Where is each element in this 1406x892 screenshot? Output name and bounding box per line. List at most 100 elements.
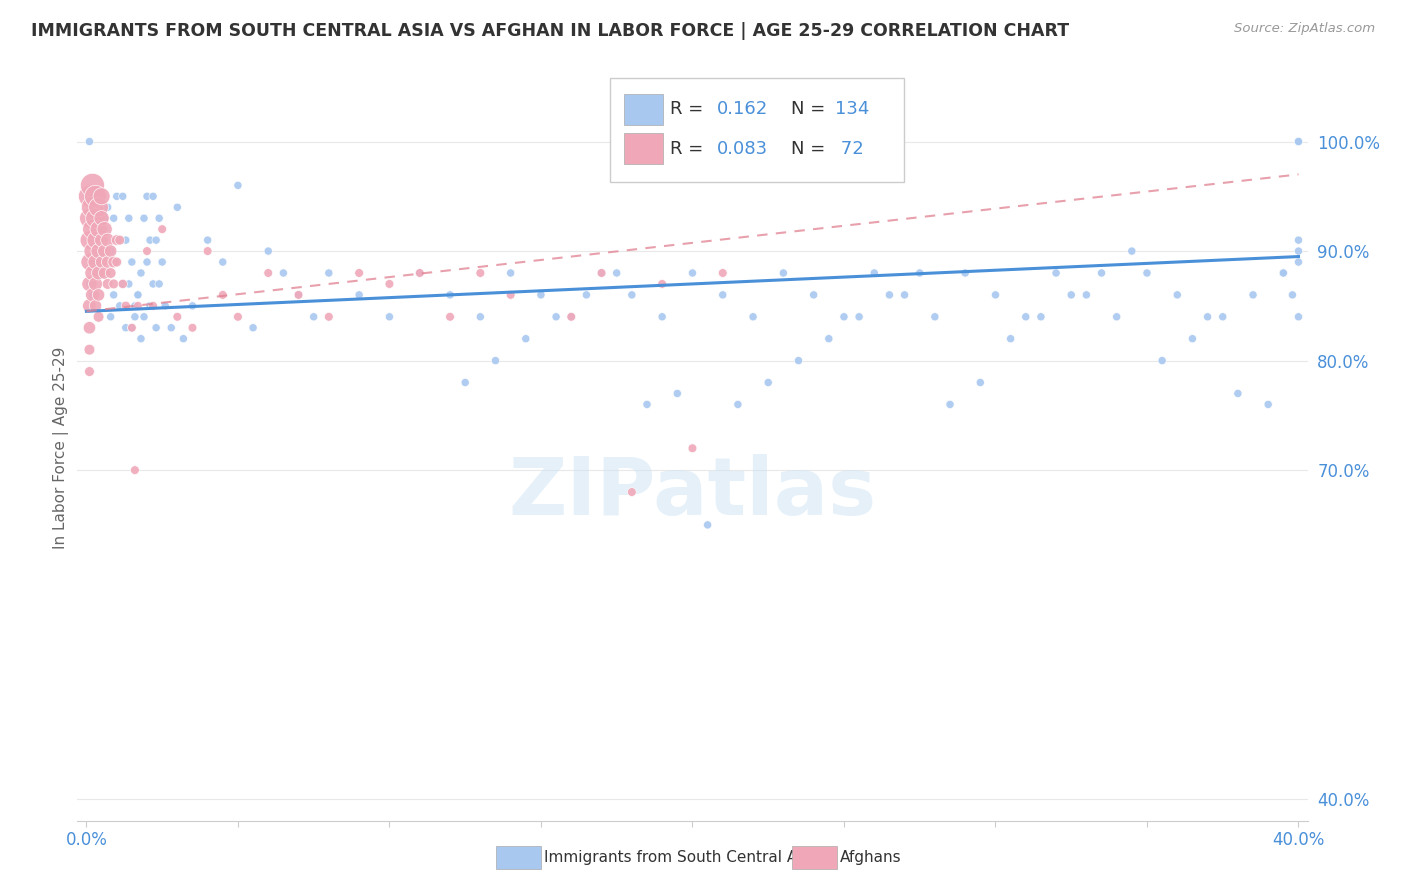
Point — [139, 233, 162, 247]
Point — [1060, 288, 1083, 302]
Point — [114, 299, 136, 313]
Point — [257, 266, 280, 280]
Point — [150, 222, 173, 236]
Point — [105, 255, 128, 269]
Point — [90, 211, 112, 226]
Text: N =: N = — [792, 140, 831, 158]
Point — [1226, 386, 1249, 401]
Point — [84, 233, 107, 247]
Point — [172, 332, 194, 346]
Point — [79, 135, 101, 149]
Point — [129, 332, 152, 346]
Point — [924, 310, 946, 324]
Point — [90, 255, 112, 269]
Point — [82, 189, 104, 203]
Point — [136, 255, 159, 269]
Point — [145, 320, 167, 334]
Point — [121, 320, 143, 334]
Point — [103, 288, 125, 302]
Point — [651, 277, 673, 291]
Point — [803, 288, 825, 302]
Point — [378, 277, 401, 291]
Text: IMMIGRANTS FROM SOUTH CENTRAL ASIA VS AFGHAN IN LABOR FORCE | AGE 25-29 CORRELAT: IMMIGRANTS FROM SOUTH CENTRAL ASIA VS AF… — [31, 22, 1069, 40]
Text: ZIPatlas: ZIPatlas — [509, 454, 876, 532]
Point — [118, 211, 141, 226]
Point — [1197, 310, 1219, 324]
Point — [1121, 244, 1143, 258]
Point — [1136, 266, 1159, 280]
Point — [87, 200, 110, 214]
Point — [108, 299, 131, 313]
Point — [242, 320, 264, 334]
Point — [127, 299, 149, 313]
Point — [727, 397, 749, 411]
Point — [82, 266, 104, 280]
Point — [1105, 310, 1128, 324]
Point — [100, 310, 122, 324]
FancyBboxPatch shape — [610, 78, 904, 182]
Text: 0.162: 0.162 — [717, 100, 768, 119]
Point — [79, 211, 101, 226]
Point — [287, 288, 309, 302]
Text: 0.083: 0.083 — [717, 140, 768, 158]
Point — [470, 310, 492, 324]
Point — [347, 288, 370, 302]
Point — [82, 288, 104, 302]
Point — [79, 320, 101, 334]
Point — [114, 320, 136, 334]
Point — [121, 320, 143, 334]
Point — [756, 376, 779, 390]
Point — [620, 288, 643, 302]
Point — [409, 266, 432, 280]
Point — [111, 277, 134, 291]
Point — [1152, 353, 1174, 368]
Point — [591, 266, 613, 280]
Point — [114, 233, 136, 247]
Point — [197, 244, 219, 258]
Point — [302, 310, 325, 324]
Point — [103, 277, 125, 291]
Point — [1288, 244, 1310, 258]
Point — [1288, 233, 1310, 247]
Point — [136, 244, 159, 258]
Point — [226, 178, 249, 193]
Text: R =: R = — [671, 100, 709, 119]
Point — [82, 178, 104, 193]
Point — [142, 277, 165, 291]
FancyBboxPatch shape — [624, 133, 664, 164]
Point — [105, 255, 128, 269]
Point — [90, 233, 112, 247]
Point — [82, 222, 104, 236]
Point — [139, 299, 162, 313]
Point — [984, 288, 1007, 302]
Point — [651, 310, 673, 324]
Point — [1288, 135, 1310, 149]
Point — [79, 365, 101, 379]
Point — [79, 343, 101, 357]
Point — [97, 277, 120, 291]
Point — [1029, 310, 1052, 324]
Point — [87, 266, 110, 280]
Point — [87, 244, 110, 258]
Point — [79, 255, 101, 269]
Point — [832, 310, 855, 324]
Point — [515, 332, 537, 346]
Point — [121, 255, 143, 269]
Point — [1281, 288, 1303, 302]
Point — [772, 266, 794, 280]
Point — [1181, 332, 1204, 346]
Point — [1288, 310, 1310, 324]
Point — [499, 266, 522, 280]
Point — [84, 277, 107, 291]
Text: Immigrants from South Central Asia: Immigrants from South Central Asia — [544, 850, 820, 864]
Text: N =: N = — [792, 100, 831, 119]
Point — [132, 211, 155, 226]
Point — [100, 244, 122, 258]
Point — [82, 244, 104, 258]
Point — [100, 266, 122, 280]
Point — [108, 233, 131, 247]
Point — [97, 233, 120, 247]
Point — [1288, 135, 1310, 149]
Point — [127, 288, 149, 302]
Point — [484, 353, 506, 368]
